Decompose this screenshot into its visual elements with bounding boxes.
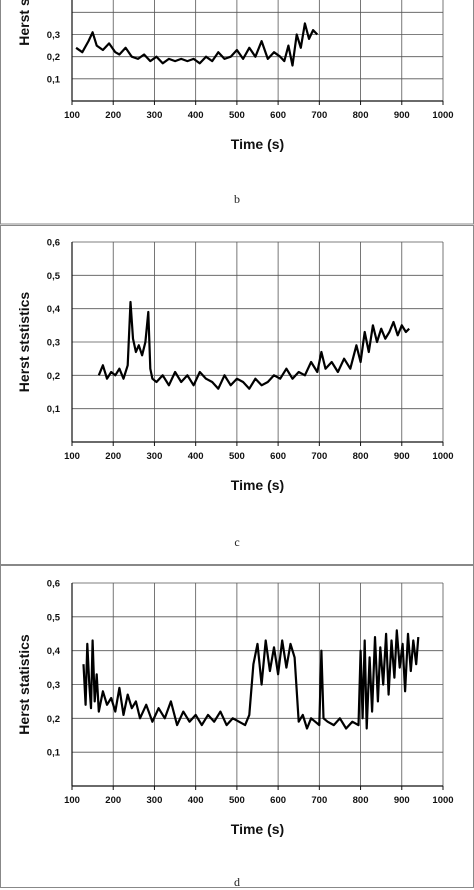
y-tick-label: 0,1 xyxy=(47,748,61,759)
y-tick-label: 0,1 xyxy=(47,74,61,85)
x-tick-label: 1000 xyxy=(432,451,453,462)
x-axis-title: Time (s) xyxy=(231,477,284,493)
x-tick-label: 500 xyxy=(229,451,245,462)
y-tick-label: 0,1 xyxy=(47,404,61,415)
x-tick-label: 200 xyxy=(105,795,121,806)
y-tick-label: 0,4 xyxy=(47,646,61,657)
y-tick-label: 0,3 xyxy=(47,30,60,41)
x-tick-label: 100 xyxy=(64,110,80,121)
chart-panel-d: 100 200 300 400 500 600 700 800 900 1000 0,1 0,2 0,3… xyxy=(0,565,474,889)
x-tick-label: 900 xyxy=(394,795,410,806)
chart-panel-c: 100 200 300 400 500 600 700 800 900 1000 0,1 0,2 0,3… xyxy=(0,225,474,565)
y-tick-label: 0,3 xyxy=(47,338,60,349)
y-axis-title: Herst ststistics xyxy=(16,292,32,393)
x-tick-label: 500 xyxy=(229,110,245,121)
x-tick-label: 200 xyxy=(105,110,121,121)
x-tick-label: 300 xyxy=(147,795,163,806)
y-axis-title: Herst statistics xyxy=(16,634,32,735)
panel-caption-d: d xyxy=(234,875,240,889)
chart-d: 100 200 300 400 500 600 700 800 900 1000 0,1 0,2 0,3… xyxy=(0,565,474,888)
y-tick-label: 0,2 xyxy=(47,371,60,382)
x-tick-label: 700 xyxy=(311,795,327,806)
x-tick-label: 500 xyxy=(229,795,245,806)
x-tick-label: 600 xyxy=(270,451,286,462)
x-tick-label: 900 xyxy=(394,451,410,462)
y-tick-label: 0,2 xyxy=(47,52,60,63)
x-tick-label: 1000 xyxy=(432,795,453,806)
x-axis-title: Time (s) xyxy=(231,136,284,152)
y-tick-label: 0,6 xyxy=(47,579,60,590)
y-tick-label: 0,5 xyxy=(47,612,61,623)
x-tick-label: 300 xyxy=(147,110,163,121)
x-tick-label: 200 xyxy=(105,451,121,462)
x-tick-label: 400 xyxy=(188,451,204,462)
series-line-0 xyxy=(75,22,319,67)
chart-c: 100 200 300 400 500 600 700 800 900 1000 0,1 0,2 0,3… xyxy=(0,225,474,565)
y-axis-title: Herst s xyxy=(16,0,32,46)
chart-panel-b: 100 200 300 400 500 600 700 800 900 1000 0,1 0,2 0,3… xyxy=(0,0,474,225)
x-tick-label: 100 xyxy=(64,795,80,806)
series-line-0 xyxy=(82,629,420,730)
x-tick-label: 600 xyxy=(270,110,286,121)
x-tick-label: 1000 xyxy=(432,110,453,121)
panel-caption-c: c xyxy=(234,535,240,549)
x-tick-label: 700 xyxy=(311,451,327,462)
y-tick-label: 0,3 xyxy=(47,680,60,691)
y-tick-label: 0,5 xyxy=(47,271,61,282)
chart-b: 100 200 300 400 500 600 700 800 900 1000 0,1 0,2 0,3… xyxy=(0,0,474,225)
x-tick-label: 800 xyxy=(353,795,369,806)
x-tick-label: 800 xyxy=(353,110,369,121)
x-axis-title: Time (s) xyxy=(231,821,284,837)
x-tick-label: 400 xyxy=(188,795,204,806)
x-tick-label: 700 xyxy=(311,110,327,121)
x-tick-label: 300 xyxy=(147,451,163,462)
y-tick-label: 0,6 xyxy=(47,238,60,249)
y-tick-label: 0,2 xyxy=(47,714,60,725)
panel-caption-b: b xyxy=(234,192,240,206)
x-tick-label: 100 xyxy=(64,451,80,462)
x-tick-label: 900 xyxy=(394,110,410,121)
x-tick-label: 400 xyxy=(188,110,204,121)
y-tick-label: 0,4 xyxy=(47,304,61,315)
x-tick-label: 800 xyxy=(353,451,369,462)
x-tick-label: 600 xyxy=(270,795,286,806)
series-line-0 xyxy=(97,300,410,390)
